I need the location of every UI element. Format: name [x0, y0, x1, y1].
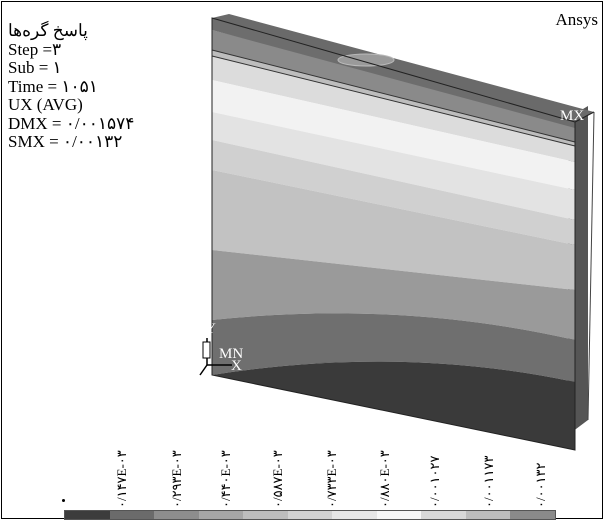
legend-tick-8: ۰/۰۰۱۱۷۳	[481, 455, 496, 509]
contour-band-10	[212, 361, 575, 450]
legend-color-segment	[65, 511, 110, 519]
min-marker-label: MN	[219, 346, 244, 362]
contour-band-1	[212, 30, 575, 142]
axis-z-label: Z	[191, 366, 199, 381]
legend-tick-4: ۰/۵۸۷E-۰۳	[270, 450, 285, 508]
legend-color-segment	[154, 511, 199, 519]
results-title: پاسخ گره‌ها	[8, 21, 88, 40]
legend-color-segment	[376, 511, 422, 519]
legend-tick-3: ۰/۴۴۰E-۰۳	[218, 450, 233, 508]
legend-tick-6: ۰/۸۸۰E-۰۳	[377, 450, 392, 508]
axis-triad	[199, 338, 232, 376]
legend-tick-9: ۰/۰۰۱۳۲	[533, 462, 548, 508]
dmx-label: DMX = ۰/۰۰۱۵۷۴	[8, 113, 135, 133]
legend-origin-dot	[62, 499, 65, 502]
contour-band-9	[212, 313, 575, 382]
legend-color-segment	[510, 511, 556, 519]
contour-band-3	[212, 56, 575, 162]
ansys-logo-text: Ansys	[555, 10, 598, 29]
result-type-label: UX (AVG)	[8, 95, 83, 114]
max-marker-label: MX	[560, 108, 585, 124]
contour-band-5	[212, 112, 575, 220]
legend-color-segment	[109, 511, 155, 519]
legend-color-segment	[243, 511, 288, 519]
contour-band-4	[212, 80, 575, 190]
result-info-panel: پاسخ گره‌ها Step =۳ Sub = ۱ Time = ۱۰۵۱ …	[8, 21, 135, 152]
smx-label: SMX = ۰/۰۰۱۳۲	[8, 132, 123, 151]
legend-color-segment	[421, 511, 466, 519]
contour-band-6	[212, 140, 575, 245]
step-label: Step =۳	[8, 39, 62, 59]
legend-color-segment	[465, 511, 511, 519]
model-top-face	[212, 14, 594, 122]
contour-band-2	[212, 50, 575, 146]
legend-tick-7: ۰/۰۰۱۰۲۷	[427, 455, 442, 509]
color-legend-bar	[64, 510, 556, 520]
contour-band-8	[212, 250, 575, 340]
legend-color-segment	[198, 511, 244, 519]
max-region	[337, 53, 395, 67]
substep-label: Sub = ۱	[8, 58, 62, 77]
legend-tick-1: ۰/۱۴۷E-۰۳	[114, 450, 129, 508]
legend-color-segment	[332, 511, 377, 519]
top-strip	[212, 18, 575, 128]
model-outline	[211, 17, 576, 451]
time-label: Time = ۱۰۵۱	[8, 76, 98, 96]
axis-y-label: Y	[205, 321, 216, 337]
legend-tick-2: ۰/۲۹۳E-۰۳	[169, 450, 184, 508]
legend-tick-5: ۰/۷۳۳E-۰۳	[324, 450, 339, 508]
legend-color-segment	[287, 511, 333, 519]
axis-x-label: X	[231, 358, 242, 374]
